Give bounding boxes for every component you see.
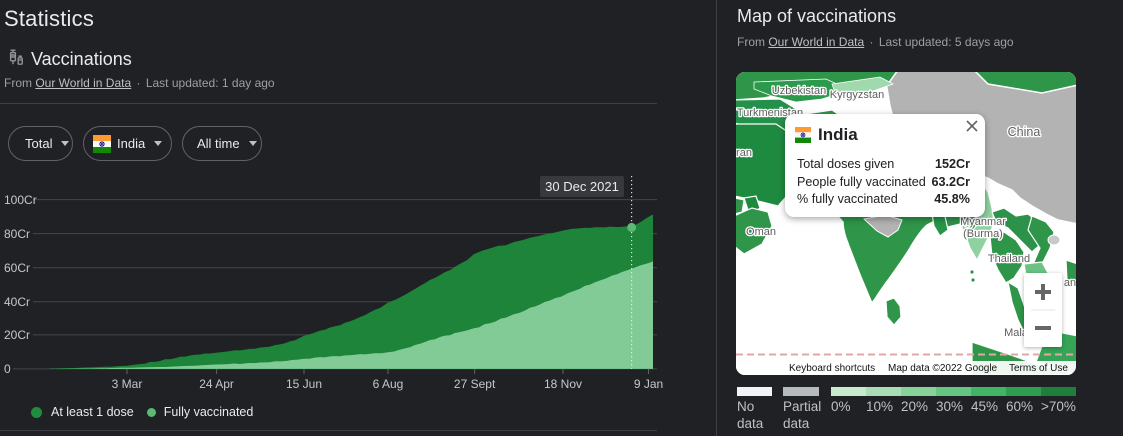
svg-text:Keyboard shortcuts: Keyboard shortcuts [789, 363, 875, 374]
svg-text:0: 0 [4, 362, 11, 376]
svg-text:40Cr: 40Cr [4, 295, 30, 309]
svg-text:60Cr: 60Cr [4, 261, 30, 275]
svg-text:Map data ©2022 Google: Map data ©2022 Google [888, 363, 998, 374]
svg-text:Thailand: Thailand [988, 253, 1030, 265]
svg-text:Myanmar: Myanmar [960, 216, 1006, 228]
svg-text:80Cr: 80Cr [4, 227, 30, 241]
svg-text:ran: ran [736, 147, 752, 159]
svg-text:Terms of Use: Terms of Use [1009, 363, 1068, 374]
svg-text:Oman: Oman [746, 226, 776, 238]
svg-text:20Cr: 20Cr [4, 328, 30, 342]
svg-text:100Cr: 100Cr [4, 193, 37, 207]
svg-text:an: an [1064, 277, 1076, 289]
svg-text:18 Nov: 18 Nov [544, 377, 582, 391]
svg-text:24 Apr: 24 Apr [199, 377, 234, 391]
svg-text:3 Mar: 3 Mar [112, 377, 143, 391]
svg-text:9 Jan: 9 Jan [634, 377, 663, 391]
svg-text:27 Sept: 27 Sept [454, 377, 496, 391]
svg-text:China: China [1008, 125, 1041, 139]
svg-text:Mala: Mala [1004, 327, 1029, 339]
svg-text:6 Aug: 6 Aug [373, 377, 404, 391]
svg-text:(Burma): (Burma) [963, 228, 1003, 240]
svg-text:Uzbekistan: Uzbekistan [772, 85, 826, 97]
svg-text:Kyrgyzstan: Kyrgyzstan [830, 89, 884, 101]
svg-text:15 Jun: 15 Jun [286, 377, 322, 391]
